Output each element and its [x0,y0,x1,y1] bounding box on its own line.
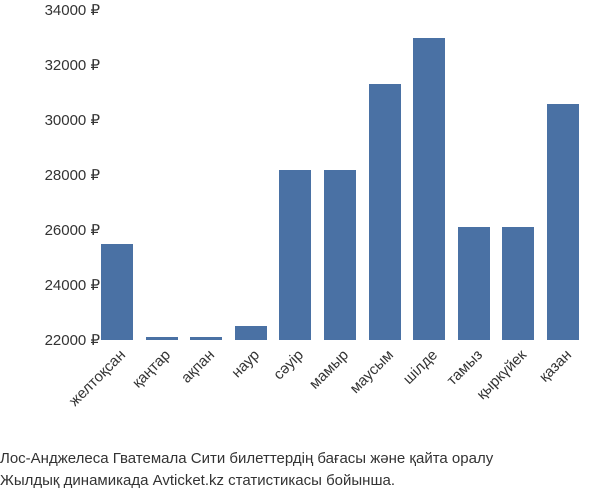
y-tick-label: 34000 ₽ [45,1,100,19]
y-tick-label: 22000 ₽ [45,331,100,349]
bar [146,337,178,340]
bar [458,227,490,340]
y-tick-label: 28000 ₽ [45,166,100,184]
y-tick-label: 30000 ₽ [45,111,100,129]
caption-line-1: Лос-Анджелеса Гватемала Сити билеттердің… [0,450,600,467]
y-tick-label: 26000 ₽ [45,221,100,239]
bar [413,38,445,341]
plot-area [95,10,585,340]
bar [324,170,356,341]
bar [101,244,133,340]
y-tick-label: 32000 ₽ [45,56,100,74]
bar [369,84,401,340]
caption-line-2: Жылдық динамикада Avticket.kz статистика… [0,472,600,489]
bar [235,326,267,340]
price-bar-chart [95,10,585,340]
bar [547,104,579,341]
bar [502,227,534,340]
y-tick-label: 24000 ₽ [45,276,100,294]
bar [190,337,222,340]
bar [279,170,311,341]
